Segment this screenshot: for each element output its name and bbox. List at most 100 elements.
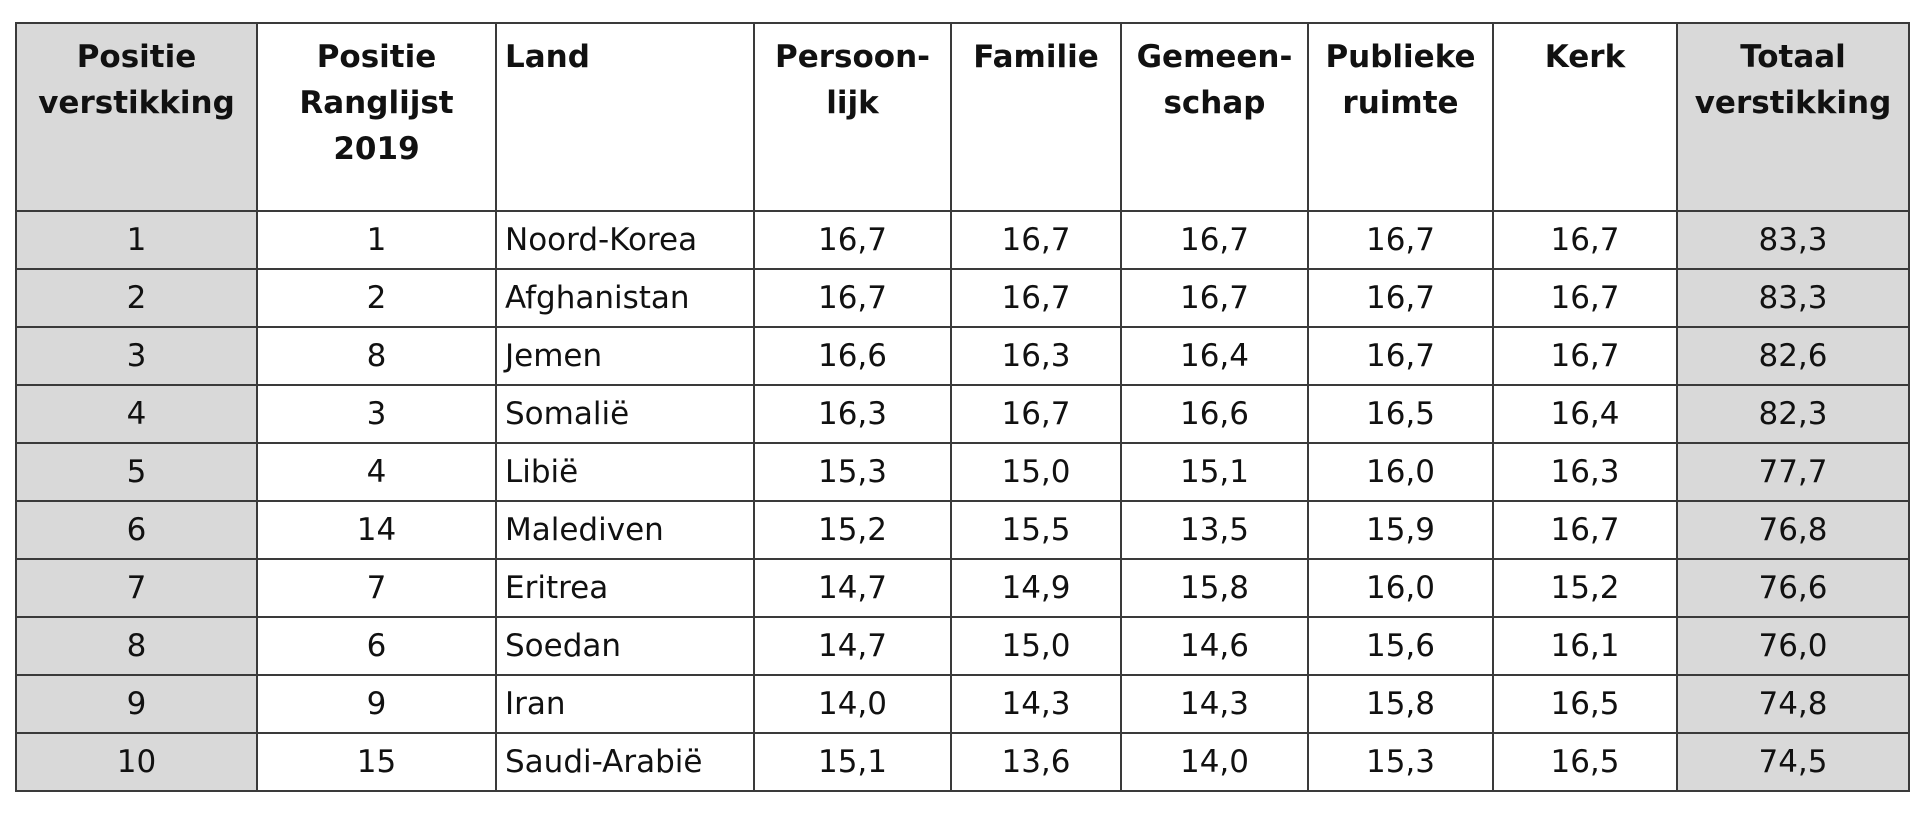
table-cell: 16,7 [950,384,1122,444]
table-cell: 16,7 [950,210,1122,270]
table-cell: 16,7 [753,268,952,328]
table-cell: Jemen [495,326,755,386]
table-cell: 7 [15,558,258,618]
table-cell: 16,7 [1307,326,1494,386]
table-cell: 13,5 [1120,500,1309,560]
table-cell: Somaliё [495,384,755,444]
table-cell: Malediven [495,500,755,560]
table-cell: 14,3 [950,674,1122,734]
table-cell: 16,7 [1492,210,1678,270]
table-row: 1 1 Noord-Korea 16,7 16,7 16,7 16,7 16,7 83,3 [15,210,1910,270]
table-cell: 14 [256,500,497,560]
table-container: Positie verstikking Positie Ranglijst 201… [15,22,1910,792]
table-cell: 9 [15,674,258,734]
table-cell: Saudi-Arabiё [495,732,755,792]
table-cell: 2 [15,268,258,328]
table-cell: 74,8 [1676,674,1910,734]
table-cell: 15,0 [950,442,1122,502]
table-cell: 7 [256,558,497,618]
table-cell: 16,4 [1120,326,1309,386]
table-row: 4 3 Somaliё 16,3 16,7 16,6 16,5 16,4 82,3 [15,384,1910,444]
table-row: 10 15 Saudi-Arabiё 15,1 13,6 14,0 15,3 16,5 74,5 [15,732,1910,792]
table-row: 2 2 Afghanistan 16,7 16,7 16,7 16,7 16,7 83,3 [15,268,1910,328]
table-cell: 15,9 [1307,500,1494,560]
table-cell: 16,3 [753,384,952,444]
table-cell: 14,9 [950,558,1122,618]
table-cell: 4 [256,442,497,502]
header-cell: Kerk [1492,22,1678,212]
table-cell: 14,0 [753,674,952,734]
table-cell: Noord-Korea [495,210,755,270]
table-cell: Afghanistan [495,268,755,328]
table-cell: 1 [15,210,258,270]
table-cell: 13,6 [950,732,1122,792]
table-row: 7 7 Eritrea 14,7 14,9 15,8 16,0 15,2 76,6 [15,558,1910,618]
table-cell: 8 [256,326,497,386]
table-row: 8 6 Soedan 14,7 15,0 14,6 15,6 16,1 76,0 [15,616,1910,676]
table-cell: 16,7 [1307,210,1494,270]
table-cell: 14,0 [1120,732,1309,792]
table-row: 3 8 Jemen 16,6 16,3 16,4 16,7 16,7 82,6 [15,326,1910,386]
table-row: 9 9 Iran 14,0 14,3 14,3 15,8 16,5 74,8 [15,674,1910,734]
table-cell: 4 [15,384,258,444]
table-cell: Soedan [495,616,755,676]
table-cell: 14,7 [753,558,952,618]
table-cell: 16,7 [753,210,952,270]
table-cell: 15,3 [753,442,952,502]
table-cell: 15,6 [1307,616,1494,676]
table-cell: 82,6 [1676,326,1910,386]
table-cell: 16,0 [1307,558,1494,618]
table-cell: 83,3 [1676,268,1910,328]
header-cell: Publieke ruimte [1307,22,1494,212]
table: Positie verstikking Positie Ranglijst 201… [15,22,1910,792]
table-cell: 76,8 [1676,500,1910,560]
table-cell: 6 [256,616,497,676]
header-cell: Familie [950,22,1122,212]
table-cell: 15,1 [753,732,952,792]
header-cell: Gemeen- schap [1120,22,1309,212]
table-cell: 6 [15,500,258,560]
table-cell: 16,7 [1492,268,1678,328]
header-cell: Positie verstikking [15,22,258,212]
table-cell: 15,0 [950,616,1122,676]
table-cell: 15,5 [950,500,1122,560]
table-cell: 10 [15,732,258,792]
table-cell: 16,5 [1307,384,1494,444]
table-cell: 15,2 [1492,558,1678,618]
header-cell: Persoon- lijk [753,22,952,212]
table-cell: 76,6 [1676,558,1910,618]
table-cell: 15,2 [753,500,952,560]
table-cell: 9 [256,674,497,734]
table-cell: 3 [256,384,497,444]
table-cell: 16,6 [1120,384,1309,444]
table-cell: 15,3 [1307,732,1494,792]
table-cell: 16,6 [753,326,952,386]
table-cell: 16,5 [1492,732,1678,792]
table-cell: 15,8 [1307,674,1494,734]
header-row: Positie verstikking Positie Ranglijst 201… [15,22,1910,212]
table-cell: 16,7 [1120,268,1309,328]
table-cell: 15,1 [1120,442,1309,502]
table-cell: 77,7 [1676,442,1910,502]
table-cell: 16,1 [1492,616,1678,676]
table-cell: 15 [256,732,497,792]
table-cell: 1 [256,210,497,270]
table-cell: 83,3 [1676,210,1910,270]
table-cell: Iran [495,674,755,734]
table-cell: 16,7 [1120,210,1309,270]
table-cell: 16,7 [1307,268,1494,328]
table-cell: 74,5 [1676,732,1910,792]
table-cell: 16,5 [1492,674,1678,734]
table-cell: 76,0 [1676,616,1910,676]
table-cell: 8 [15,616,258,676]
table-cell: 16,7 [1492,500,1678,560]
table-cell: 16,7 [950,268,1122,328]
table-cell: 16,0 [1307,442,1494,502]
table-cell: 5 [15,442,258,502]
header-cell: Totaal verstikking [1676,22,1910,212]
table-cell: Eritrea [495,558,755,618]
table-cell: 15,8 [1120,558,1309,618]
header-cell: Positie Ranglijst 2019 [256,22,497,212]
table-cell: 14,7 [753,616,952,676]
table-cell: 82,3 [1676,384,1910,444]
